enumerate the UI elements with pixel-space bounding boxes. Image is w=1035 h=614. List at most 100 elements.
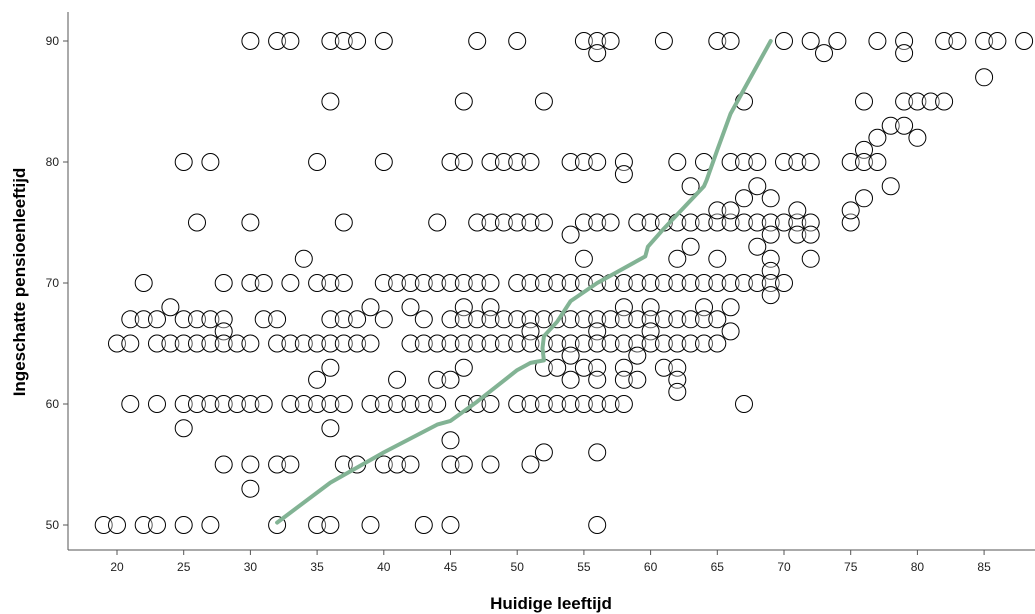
data-point bbox=[321, 310, 340, 329]
data-point bbox=[428, 334, 447, 353]
data-point bbox=[214, 395, 233, 413]
data-point bbox=[1015, 32, 1034, 50]
data-point bbox=[761, 286, 780, 305]
data-point bbox=[254, 395, 273, 413]
data-point bbox=[321, 334, 340, 353]
data-point bbox=[334, 310, 353, 329]
data-point bbox=[748, 153, 767, 171]
data-point bbox=[454, 455, 473, 474]
data-point bbox=[895, 92, 914, 111]
data-point bbox=[628, 370, 647, 389]
data-point bbox=[388, 370, 407, 389]
data-point bbox=[628, 346, 647, 365]
data-point bbox=[855, 189, 873, 208]
data-point bbox=[348, 334, 367, 353]
data-point bbox=[494, 310, 513, 329]
data-point bbox=[735, 153, 753, 171]
data-point bbox=[401, 334, 420, 353]
data-point bbox=[494, 153, 513, 171]
data-point bbox=[308, 334, 327, 353]
data-point bbox=[321, 395, 340, 413]
data-point bbox=[334, 395, 353, 413]
data-point bbox=[574, 358, 593, 377]
data-point bbox=[775, 274, 793, 292]
data-point bbox=[201, 516, 220, 534]
data-point bbox=[268, 310, 287, 329]
data-point bbox=[241, 455, 260, 474]
data-point bbox=[654, 334, 673, 353]
data-point bbox=[695, 274, 713, 292]
data-point bbox=[214, 455, 233, 474]
data-point bbox=[308, 370, 327, 389]
data-point bbox=[761, 225, 780, 244]
data-point bbox=[201, 153, 220, 171]
data-point bbox=[241, 32, 260, 50]
data-point bbox=[308, 274, 327, 292]
data-point bbox=[161, 298, 180, 317]
data-point bbox=[148, 516, 166, 534]
data-point bbox=[588, 395, 607, 413]
data-point bbox=[574, 213, 593, 232]
data-point bbox=[308, 153, 327, 171]
data-point bbox=[588, 153, 607, 171]
data-point bbox=[428, 395, 447, 413]
data-point bbox=[654, 358, 673, 377]
data-point bbox=[481, 395, 500, 413]
data-point bbox=[174, 153, 193, 171]
data-point bbox=[735, 274, 753, 292]
data-point bbox=[401, 395, 420, 413]
data-point bbox=[775, 32, 793, 50]
data-point bbox=[748, 237, 767, 256]
data-point bbox=[788, 225, 807, 244]
data-point bbox=[454, 153, 473, 171]
data-point bbox=[801, 225, 820, 244]
data-point bbox=[681, 237, 700, 256]
data-point bbox=[668, 153, 687, 171]
data-point bbox=[588, 334, 607, 353]
data-point bbox=[361, 334, 380, 353]
data-point bbox=[321, 92, 340, 111]
data-point bbox=[614, 370, 633, 389]
x-axis-title: Huidige leeftijd bbox=[490, 594, 612, 613]
data-point bbox=[348, 32, 367, 50]
data-point bbox=[681, 177, 700, 196]
data-point bbox=[508, 213, 527, 232]
data-point bbox=[268, 334, 287, 353]
data-point bbox=[561, 274, 580, 292]
data-point bbox=[721, 274, 740, 292]
data-point bbox=[775, 153, 793, 171]
data-point bbox=[454, 92, 473, 111]
data-point bbox=[428, 274, 447, 292]
data-point bbox=[614, 310, 633, 329]
data-point bbox=[188, 310, 206, 329]
data-point bbox=[401, 298, 420, 317]
data-point bbox=[601, 32, 620, 50]
data-point bbox=[668, 249, 687, 268]
data-point bbox=[521, 153, 540, 171]
data-point bbox=[454, 358, 473, 377]
data-point bbox=[468, 32, 487, 50]
data-point bbox=[174, 395, 193, 413]
data-point bbox=[868, 32, 887, 50]
data-point bbox=[574, 32, 593, 50]
data-point bbox=[748, 274, 767, 292]
data-point bbox=[414, 334, 433, 353]
data-point bbox=[508, 310, 527, 329]
data-point bbox=[388, 455, 407, 474]
data-point bbox=[548, 358, 567, 377]
data-point bbox=[548, 334, 567, 353]
data-point bbox=[254, 310, 273, 329]
data-point bbox=[374, 395, 393, 413]
x-tick-label: 55 bbox=[577, 560, 591, 574]
data-point bbox=[414, 310, 433, 329]
data-point bbox=[468, 310, 487, 329]
data-point bbox=[841, 153, 860, 171]
data-point bbox=[188, 334, 206, 353]
data-point bbox=[641, 213, 660, 232]
data-point bbox=[561, 225, 580, 244]
data-point bbox=[281, 455, 300, 474]
data-point bbox=[681, 213, 700, 232]
data-point bbox=[561, 153, 580, 171]
data-point bbox=[975, 68, 994, 87]
data-point bbox=[908, 92, 927, 111]
